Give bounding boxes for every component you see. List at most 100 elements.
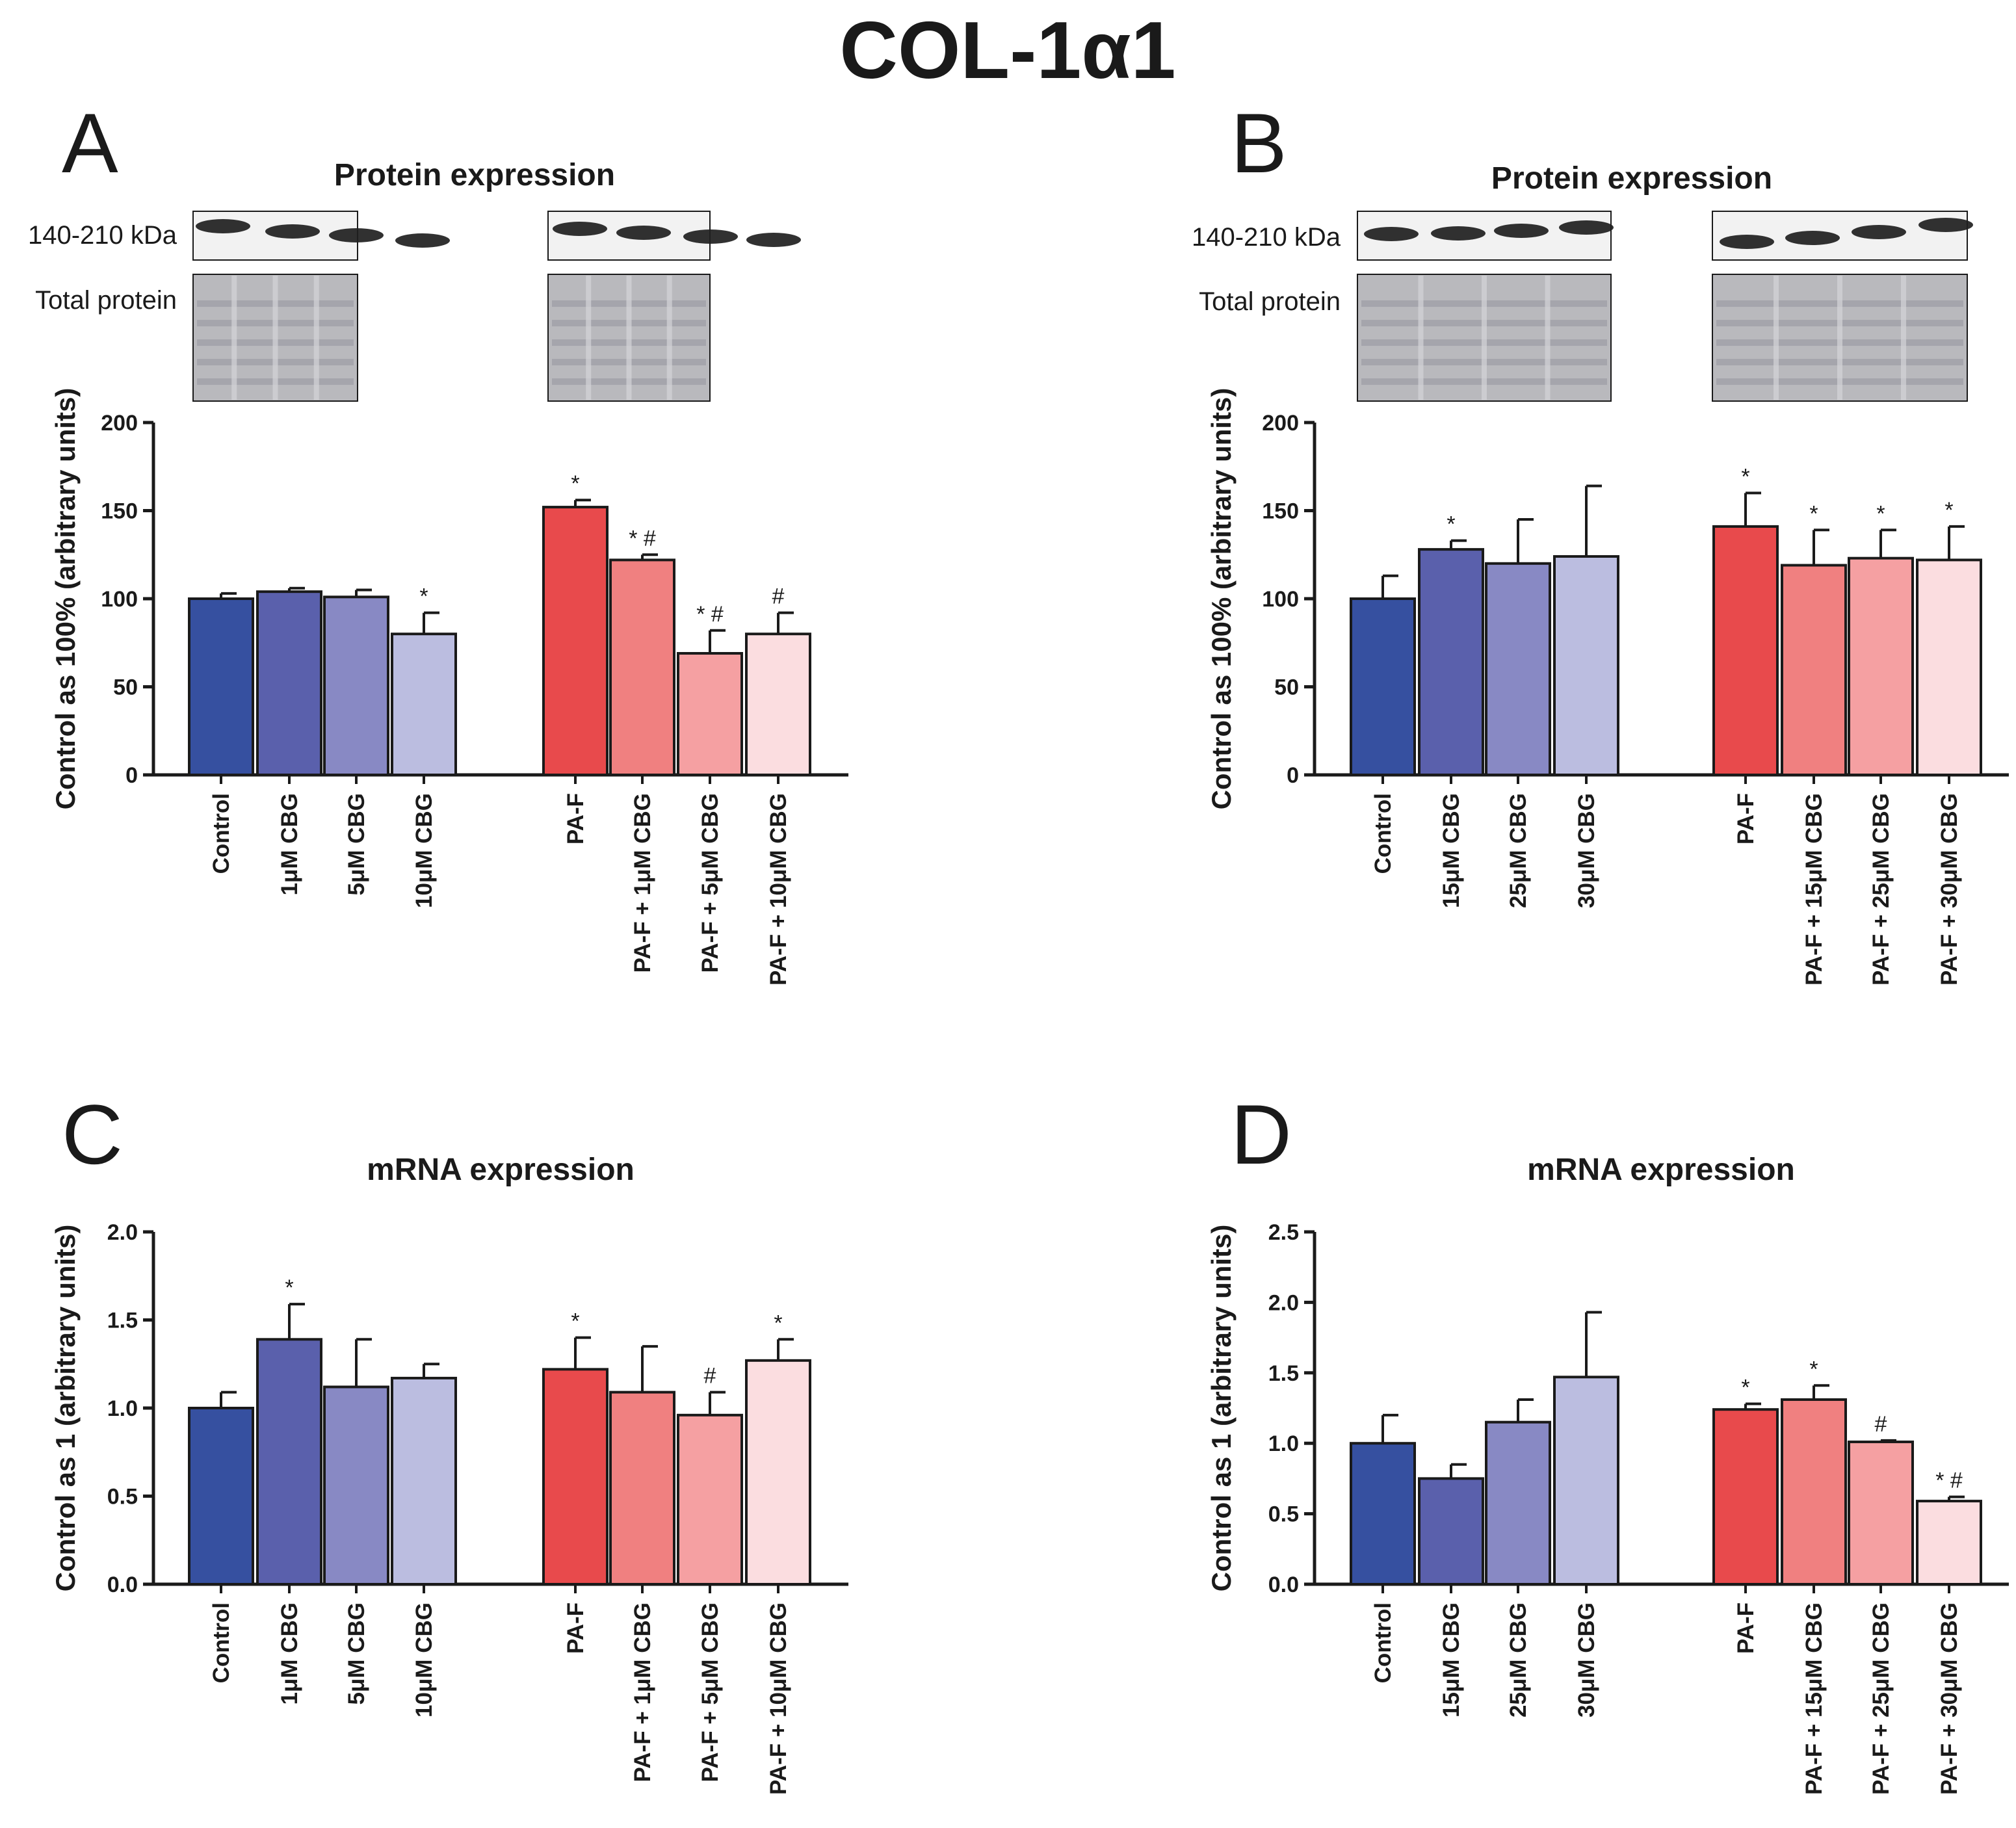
- bar: [745, 633, 811, 777]
- blot-band: [1494, 224, 1549, 238]
- category-label: PA-F + 5μM CBG: [698, 793, 723, 973]
- lane-gap: [231, 276, 237, 400]
- bar: [1485, 1420, 1551, 1586]
- category-label: PA-F + 10μM CBG: [766, 793, 791, 986]
- category-label: PA-F: [563, 1602, 588, 1654]
- blot-band: [1720, 235, 1774, 249]
- bar: [1848, 1441, 1914, 1586]
- significance-marker: *: [1944, 498, 1953, 523]
- y-tick-label: 2.0: [107, 1220, 138, 1245]
- category-label: 25μM CBG: [1506, 1602, 1531, 1717]
- category-label: Control: [1370, 793, 1396, 874]
- lane-gap: [1901, 276, 1906, 400]
- y-tick-label: 100: [101, 587, 138, 612]
- y-tick-label: 1.5: [1268, 1361, 1299, 1386]
- panel-title: Protein expression: [334, 158, 615, 192]
- bar: [1350, 597, 1416, 776]
- category-label: PA-F + 1μM CBG: [630, 1602, 655, 1782]
- bar: [188, 1407, 254, 1586]
- panel-title: mRNA expression: [1527, 1153, 1795, 1187]
- blot-band: [329, 228, 384, 242]
- category-label: PA-F: [1733, 793, 1759, 844]
- bar: [1485, 562, 1551, 776]
- panel-letter: B: [1231, 96, 1287, 190]
- y-tick-label: 100: [1262, 587, 1299, 612]
- blot-band-label: 140-210 kDa: [28, 221, 177, 250]
- blot-band: [1918, 218, 1973, 232]
- significance-marker: * #: [1935, 1469, 1963, 1493]
- blot-band: [553, 222, 607, 236]
- lane-gap: [1418, 276, 1424, 400]
- blot-band-label: 140-210 kDa: [1192, 223, 1341, 252]
- bar: [1350, 1442, 1416, 1586]
- panel-title: Protein expression: [1491, 161, 1772, 196]
- bar: [256, 1338, 322, 1586]
- bar: [609, 558, 675, 776]
- category-label: PA-F + 25μM CBG: [1868, 793, 1894, 986]
- blot-inset: 140-210 kDa Total protein: [28, 211, 801, 402]
- blot-inset: 140-210 kDa Total protein: [1192, 211, 1973, 402]
- lane-gap: [313, 276, 319, 400]
- category-label: 10μM CBG: [412, 793, 437, 908]
- bar: [542, 506, 609, 777]
- significance-marker: *: [419, 584, 428, 609]
- bar: [323, 1385, 389, 1586]
- bar: [1781, 564, 1847, 776]
- y-tick-label: 2.0: [1268, 1290, 1299, 1315]
- y-tick-label: 50: [1274, 675, 1299, 700]
- blot-band: [1431, 226, 1486, 241]
- y-tick-label: 0: [1287, 763, 1299, 788]
- significance-marker: * #: [629, 526, 656, 551]
- bar: [1553, 555, 1619, 777]
- category-label: 25μM CBG: [1506, 793, 1531, 908]
- category-label: 15μM CBG: [1439, 1602, 1464, 1717]
- category-label: 5μM CBG: [344, 793, 369, 896]
- y-tick-label: 0.5: [107, 1485, 138, 1509]
- bar: [677, 652, 743, 777]
- bar: [1553, 1376, 1619, 1586]
- category-label: 1μM CBG: [277, 793, 302, 896]
- lane-gap: [1837, 276, 1842, 400]
- category-label: PA-F + 15μM CBG: [1801, 793, 1827, 986]
- y-tick-label: 0.0: [107, 1573, 138, 1597]
- bar: [391, 1376, 457, 1586]
- category-label: Control: [1370, 1602, 1396, 1683]
- bar: [1781, 1398, 1847, 1586]
- bar: [1916, 558, 1982, 776]
- panel-b: B Protein expression 140-210 kDa Total prot…: [1192, 96, 2009, 986]
- y-tick-label: 0: [125, 763, 138, 788]
- y-tick-label: 200: [1262, 411, 1299, 436]
- significance-marker: *: [1809, 501, 1818, 526]
- category-label: 15μM CBG: [1439, 793, 1464, 908]
- panel-letter: D: [1231, 1087, 1292, 1182]
- lane-gap: [1482, 276, 1487, 400]
- blot-band: [1785, 231, 1840, 245]
- panel-letter: C: [62, 1087, 123, 1182]
- y-tick-label: 1.5: [107, 1309, 138, 1333]
- bar: [256, 590, 322, 776]
- y-tick-label: 0.5: [1268, 1502, 1299, 1527]
- category-label: PA-F + 25μM CBG: [1868, 1602, 1894, 1795]
- panel-a: A Protein expression 140-210 kDa Total prot…: [28, 96, 848, 986]
- blot-band: [1559, 220, 1614, 235]
- bar: [1418, 548, 1484, 776]
- blot-band: [746, 233, 801, 247]
- category-label: PA-F + 1μM CBG: [630, 793, 655, 973]
- significance-marker: *: [571, 1309, 579, 1334]
- category-label: PA-F + 30μM CBG: [1937, 1602, 1962, 1795]
- blot-band: [616, 226, 671, 240]
- y-tick-label: 150: [101, 499, 138, 524]
- y-tick-label: 150: [1262, 499, 1299, 524]
- y-axis-label: Control as 100% (arbitrary units): [50, 388, 81, 810]
- bar: [1712, 525, 1779, 776]
- blot-band: [196, 219, 250, 233]
- blot-band: [265, 224, 320, 239]
- bar: [542, 1368, 609, 1586]
- significance-marker: * #: [696, 602, 724, 627]
- bar: [609, 1391, 675, 1586]
- lane-gap: [272, 276, 278, 400]
- y-tick-label: 1.0: [1268, 1431, 1299, 1456]
- y-tick-label: 200: [101, 411, 138, 436]
